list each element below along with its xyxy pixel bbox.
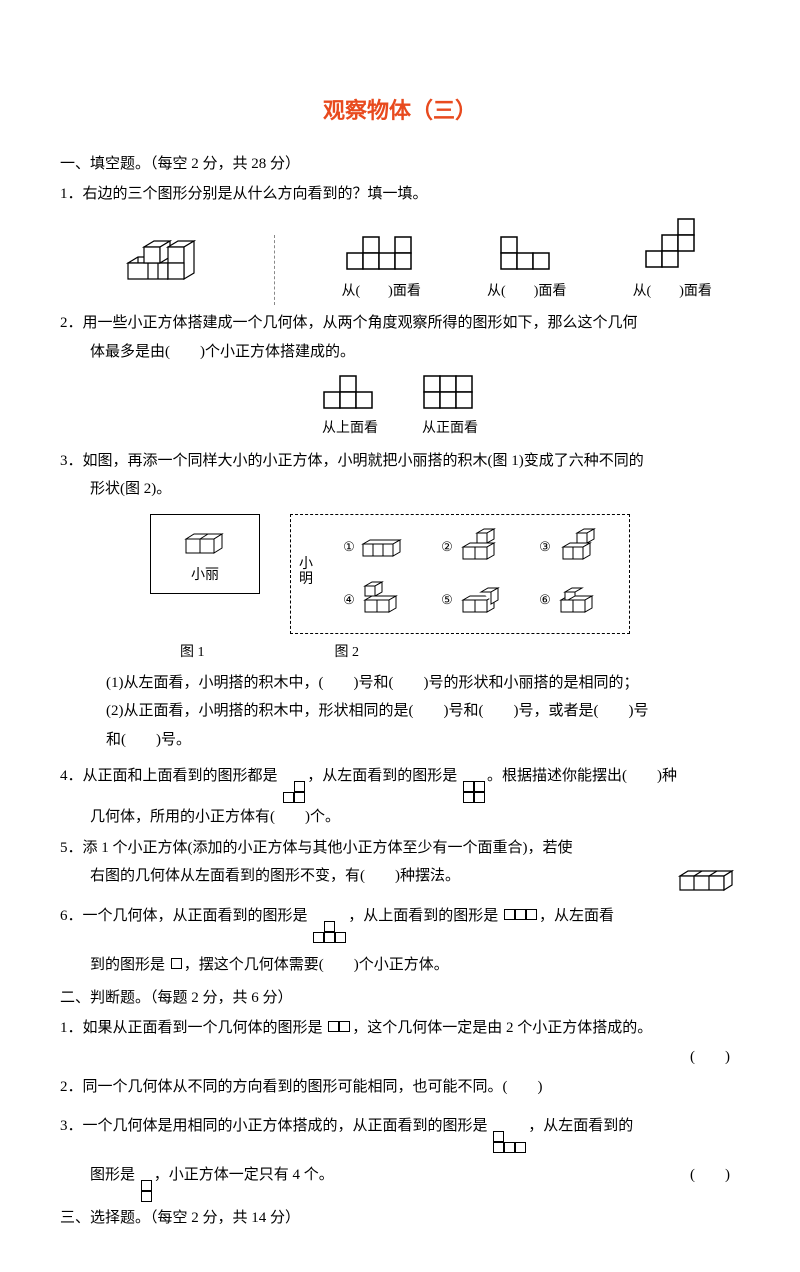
section-2-heading: 二、判断题。（每题 2 分，共 6 分） [60, 984, 740, 1013]
circle-3: ③ [539, 535, 551, 560]
q3-figures: 小丽 小明 ① ② ③ [150, 514, 740, 634]
q6-b: ，从上面看到的图形是 [348, 908, 498, 924]
section-3-heading: 三、选择题。（每空 2 分，共 14 分） [60, 1204, 740, 1233]
q6-shape1-icon [313, 921, 346, 943]
q1-text: 右边的三个图形分别是从什么方向看到的？填一填。 [83, 186, 428, 202]
q1-view-c: 从( )面看 [633, 215, 712, 306]
j3-paren: ( ) [690, 1161, 730, 1190]
q5-line2-wrap: 右图的几何体从左面看到的图形不变，有( )种摆法。 [60, 862, 740, 891]
q1-view-b: 从( )面看 [487, 231, 566, 306]
q6-num: 6． [60, 908, 83, 924]
q6-line2: 到的图形是 ，摆这个几何体需要( )个小正方体。 [60, 951, 740, 980]
q4-line2: 几何体，所用的小正方体有( )个。 [60, 803, 740, 832]
q3-line1: 如图，再添一个同样大小的小正方体，小明就把小丽搭的积木(图 1)变成了六种不同的 [83, 453, 644, 469]
q3-fig2-label: 图 2 [335, 640, 360, 667]
j3-shape1-icon [493, 1131, 526, 1153]
q5-3d-icon [674, 864, 740, 896]
q5-num: 5． [60, 840, 83, 856]
q4-shape1-icon [283, 781, 305, 803]
q6: 6．一个几何体，从正面看到的图形是 ，从上面看到的图形是 ，从左面看 [60, 902, 740, 943]
q6-shape3-icon [171, 958, 182, 969]
q2-line1: 用一些小正方体搭建成一个几何体，从两个角度观察所得的图形如下，那么这个几何 [83, 315, 638, 331]
page-title: 观察物体（三） [60, 90, 740, 132]
j2: 2．同一个几何体从不同的方向看到的图形可能相同，也可能不同。( ) [60, 1073, 740, 1102]
q6-d: 到的图形是 [90, 957, 165, 973]
q3-ming-box: 小明 ① ② ③ [290, 514, 630, 634]
j1-paren: ( ) [60, 1043, 740, 1072]
j1-num: 1． [60, 1020, 83, 1036]
q6-e: ，摆这个几何体需要( )个小正方体。 [184, 957, 449, 973]
q2-top-view: 从上面看 [320, 372, 380, 443]
circle-6: ⑥ [539, 588, 551, 613]
j3-line2: 图形是 ，小正方体一定只有 4 个。 ( ) [60, 1161, 740, 1202]
j3-num: 3． [60, 1118, 83, 1134]
j3-b: ，从左面看到的 [528, 1118, 633, 1134]
j3: 3．一个几何体是用相同的小正方体搭成的，从正面看到的图形是 ，从左面看到的 [60, 1112, 740, 1153]
q3-sub1: (1)从左面看，小明搭的积木中，( )号和( )号的形状和小丽搭的是相同的； [60, 669, 740, 698]
q1-view-a: 从( )面看 [342, 231, 421, 306]
q6-c: ，从左面看 [539, 908, 614, 924]
j1: 1．如果从正面看到一个几何体的图形是 ，这个几何体一定是由 2 个小正方体搭成的… [60, 1014, 740, 1043]
q2-top-label: 从上面看 [322, 416, 378, 443]
q1: 1．右边的三个图形分别是从什么方向看到的？填一填。 [60, 180, 740, 209]
q4-a: 从正面和上面看到的图形都是 [83, 768, 278, 784]
j1-shape-icon [328, 1021, 350, 1032]
divider [274, 235, 275, 305]
q5-line1: 添 1 个小正方体(添加的小正方体与其他小正方体至少有一个面重合)，若使 [83, 840, 573, 856]
q3: 3．如图，再添一个同样大小的小正方体，小明就把小丽搭的积木(图 1)变成了六种不… [60, 447, 740, 476]
q5-line2: 右图的几何体从左面看到的图形不变，有( )种摆法。 [90, 868, 460, 884]
q2: 2．用一些小正方体搭建成一个几何体，从两个角度观察所得的图形如下，那么这个几何 [60, 309, 740, 338]
q3-li-icon [180, 525, 230, 559]
q6-shape2-icon [504, 909, 537, 920]
j1-a: 如果从正面看到一个几何体的图形是 [83, 1020, 323, 1036]
q3-fig1-label: 图 1 [180, 640, 205, 667]
q2-line2: 体最多是由( )个小正方体搭建成的。 [60, 338, 740, 367]
q5: 5．添 1 个小正方体(添加的小正方体与其他小正方体至少有一个面重合)，若使 [60, 834, 740, 863]
q2-front-label: 从正面看 [422, 416, 478, 443]
circle-4: ④ [343, 588, 355, 613]
q3-li-name: 小丽 [191, 563, 219, 590]
q4-c: 。根据描述你能摆出( )种 [487, 768, 677, 784]
j3-a: 一个几何体是用相同的小正方体搭成的，从正面看到的图形是 [83, 1118, 488, 1134]
q1-label-a: 从( )面看 [342, 279, 421, 306]
q4: 4．从正面和上面看到的图形都是 ，从左面看到的图形是 。根据描述你能摆出( )种 [60, 762, 740, 803]
q1-label-b: 从( )面看 [487, 279, 566, 306]
q4-shape2-icon [463, 781, 485, 803]
circle-2: ② [441, 535, 453, 560]
q2-num: 2． [60, 315, 83, 331]
q1-label-c: 从( )面看 [633, 279, 712, 306]
section-1-heading: 一、填空题。（每空 2 分，共 28 分） [60, 150, 740, 179]
j3-c: 图形是 [90, 1167, 135, 1183]
j2-num: 2． [60, 1079, 83, 1095]
q4-num: 4． [60, 768, 83, 784]
j3-d: ，小正方体一定只有 4 个。 [154, 1167, 334, 1183]
q2-front-view: 从正面看 [420, 372, 480, 443]
q1-num: 1． [60, 186, 83, 202]
q3-fig1-col: 小丽 [150, 514, 260, 594]
q3-num: 3． [60, 453, 83, 469]
q3-sub2a: (2)从正面看，小明搭的积木中，形状相同的是( )号和( )号，或者是( )号 [60, 697, 740, 726]
q3-ming-name: 小明 [299, 557, 315, 588]
j3-shape2-icon [141, 1180, 152, 1202]
q3-fig-captions: 图 1 图 2 [150, 640, 740, 667]
q2-figures: 从上面看 从正面看 [60, 372, 740, 443]
q4-b: ，从左面看到的图形是 [307, 768, 457, 784]
q3-sub2b: 和( )号。 [60, 726, 740, 755]
j1-b: ，这个几何体一定是由 2 个小正方体搭成的。 [352, 1020, 652, 1036]
circle-5: ⑤ [441, 588, 453, 613]
j2-text: 同一个几何体从不同的方向看到的图形可能相同，也可能不同。( ) [83, 1079, 543, 1095]
q3-line2: 形状(图 2)。 [60, 475, 740, 504]
q1-3d-icon [118, 223, 208, 305]
q6-a: 一个几何体，从正面看到的图形是 [83, 908, 308, 924]
q3-li-box: 小丽 [150, 514, 260, 594]
q1-figures: 从( )面看 从( )面看 从( )面看 [90, 215, 740, 306]
circle-1: ① [343, 535, 355, 560]
